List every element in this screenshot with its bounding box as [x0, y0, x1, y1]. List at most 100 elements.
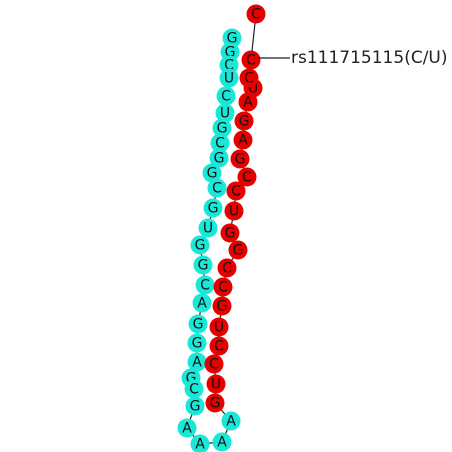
nucleotide-3p: C: [241, 50, 261, 70]
nucleotide-letter: U: [229, 204, 239, 220]
nucleotide-letter: C: [209, 357, 219, 373]
nucleotide-letter: G: [227, 31, 238, 47]
nucleotide-circle: [220, 223, 240, 243]
nucleotide-circle: [209, 336, 229, 356]
nucleotide-circle: [230, 149, 250, 169]
nucleotide-5p: C: [219, 55, 239, 75]
nucleotide-circle: [213, 277, 233, 297]
nucleotide-circle: [195, 275, 215, 295]
nucleotide-3p: C: [217, 258, 237, 278]
nucleotide-5p: C: [216, 86, 236, 106]
nucleotide-circle: [210, 133, 230, 153]
nucleotide-letter: C: [242, 170, 252, 186]
nucleotide-circle: [212, 296, 232, 316]
nucleotide-circle: [216, 86, 236, 106]
nucleotide-5p: G: [185, 396, 205, 416]
nucleotide-3p: U: [206, 374, 226, 394]
nucleotide-5p: A: [187, 352, 207, 372]
nucleotide-letter: C: [214, 339, 224, 355]
nucleotide-circle: [187, 352, 207, 372]
nucleotide-5p: G: [222, 28, 242, 48]
nucleotide-5p: G: [209, 148, 229, 168]
nucleotide-circle: [207, 178, 227, 198]
nucleotide-letter: U: [224, 71, 234, 87]
nucleotide-5p: U: [198, 218, 218, 238]
nucleotide-circle: [184, 379, 204, 399]
nucleotide-5p: C: [195, 275, 215, 295]
nucleotide-letter: G: [235, 152, 246, 168]
nucleotide-3p: G: [212, 296, 232, 316]
nucleotide-circle: [177, 418, 197, 438]
nucleotide-5p: G: [190, 235, 210, 255]
nucleotide-circle: [190, 434, 210, 452]
nucleotide-loop: A: [221, 411, 241, 431]
nucleotide-3p: C: [246, 4, 266, 24]
nucleotide-circle: [219, 55, 239, 75]
nucleotide-letter: A: [243, 95, 253, 111]
nucleotide-letter: U: [203, 221, 213, 237]
nucleotide-letter: C: [189, 382, 199, 398]
nucleotide-letter: C: [215, 136, 225, 152]
nucleotide-circle: [226, 181, 246, 201]
nucleotide-letter: G: [208, 201, 219, 217]
nucleotide-5p: G: [188, 314, 208, 334]
nucleotide-letter: G: [225, 226, 236, 242]
nucleotide-3p: G: [228, 240, 248, 260]
nucleotide-circle: [187, 333, 207, 353]
nucleotide-letter: U: [211, 377, 221, 393]
nucleotide-5p: U: [215, 103, 235, 123]
nucleotide-5p: G: [193, 255, 213, 275]
nucleotide-5p: C: [210, 133, 230, 153]
nucleotide-3p: C: [239, 68, 259, 88]
nucleotide-letter: C: [251, 7, 261, 23]
nucleotide-letter: A: [238, 133, 248, 149]
nucleotide-3p: C: [237, 167, 257, 187]
nucleotide-circle: [212, 118, 232, 138]
nucleotide-circle: [188, 314, 208, 334]
nucleotide-loop: A: [212, 432, 232, 452]
nucleotide-letter: A: [182, 421, 192, 437]
nucleotide-circle: [217, 258, 237, 278]
nucleotide-letter: C: [222, 261, 232, 277]
nucleotide-letter: G: [210, 396, 221, 412]
nucleotide-letter: C: [231, 184, 241, 200]
nucleotide-letter: C: [212, 181, 222, 197]
nucleotide-letter: G: [239, 114, 250, 130]
nucleotide-circle: [209, 317, 229, 337]
nucleotide-3p: G: [205, 393, 225, 413]
nucleotide-circle: [185, 396, 205, 416]
nucleotide-5p: U: [219, 68, 239, 88]
nucleotide-letter: C: [218, 280, 228, 296]
nucleotide-letter: G: [217, 299, 228, 315]
nucleotide-letter: C: [221, 89, 231, 105]
nucleotide-letter: G: [207, 166, 218, 182]
nucleotide-circle: [239, 68, 259, 88]
nucleotide-3p: G: [230, 149, 250, 169]
nucleotide-3p: C: [226, 181, 246, 201]
nucleotide-5p: G: [187, 333, 207, 353]
nucleotide-circle: [193, 255, 213, 275]
nucleotide-letter: G: [214, 151, 225, 167]
nucleotide-circle: [205, 393, 225, 413]
nucleotide-3p: U: [224, 201, 244, 221]
nucleotide-letter: C: [246, 53, 256, 69]
nucleotide-circle: [219, 68, 239, 88]
nucleotide-letter: G: [186, 371, 197, 387]
nucleotide-letter: U: [220, 106, 230, 122]
nucleotide-letter: G: [195, 238, 206, 254]
nucleotide-5p: A: [192, 293, 212, 313]
nucleotide-5p: G: [202, 163, 222, 183]
nucleotide-letter: A: [192, 355, 202, 371]
nucleotide-3p: U: [209, 317, 229, 337]
nucleotide-circle: [202, 163, 222, 183]
nucleotide-letter: A: [217, 435, 227, 451]
nucleotide-loop: A: [190, 434, 210, 452]
nucleotide-3p: C: [213, 277, 233, 297]
nucleotide-circle: [237, 167, 257, 187]
nucleotide-5p: G: [212, 118, 232, 138]
nucleotide-circle: [221, 411, 241, 431]
nucleotide-3p: G: [234, 111, 254, 131]
nucleotide-circle: [246, 4, 266, 24]
